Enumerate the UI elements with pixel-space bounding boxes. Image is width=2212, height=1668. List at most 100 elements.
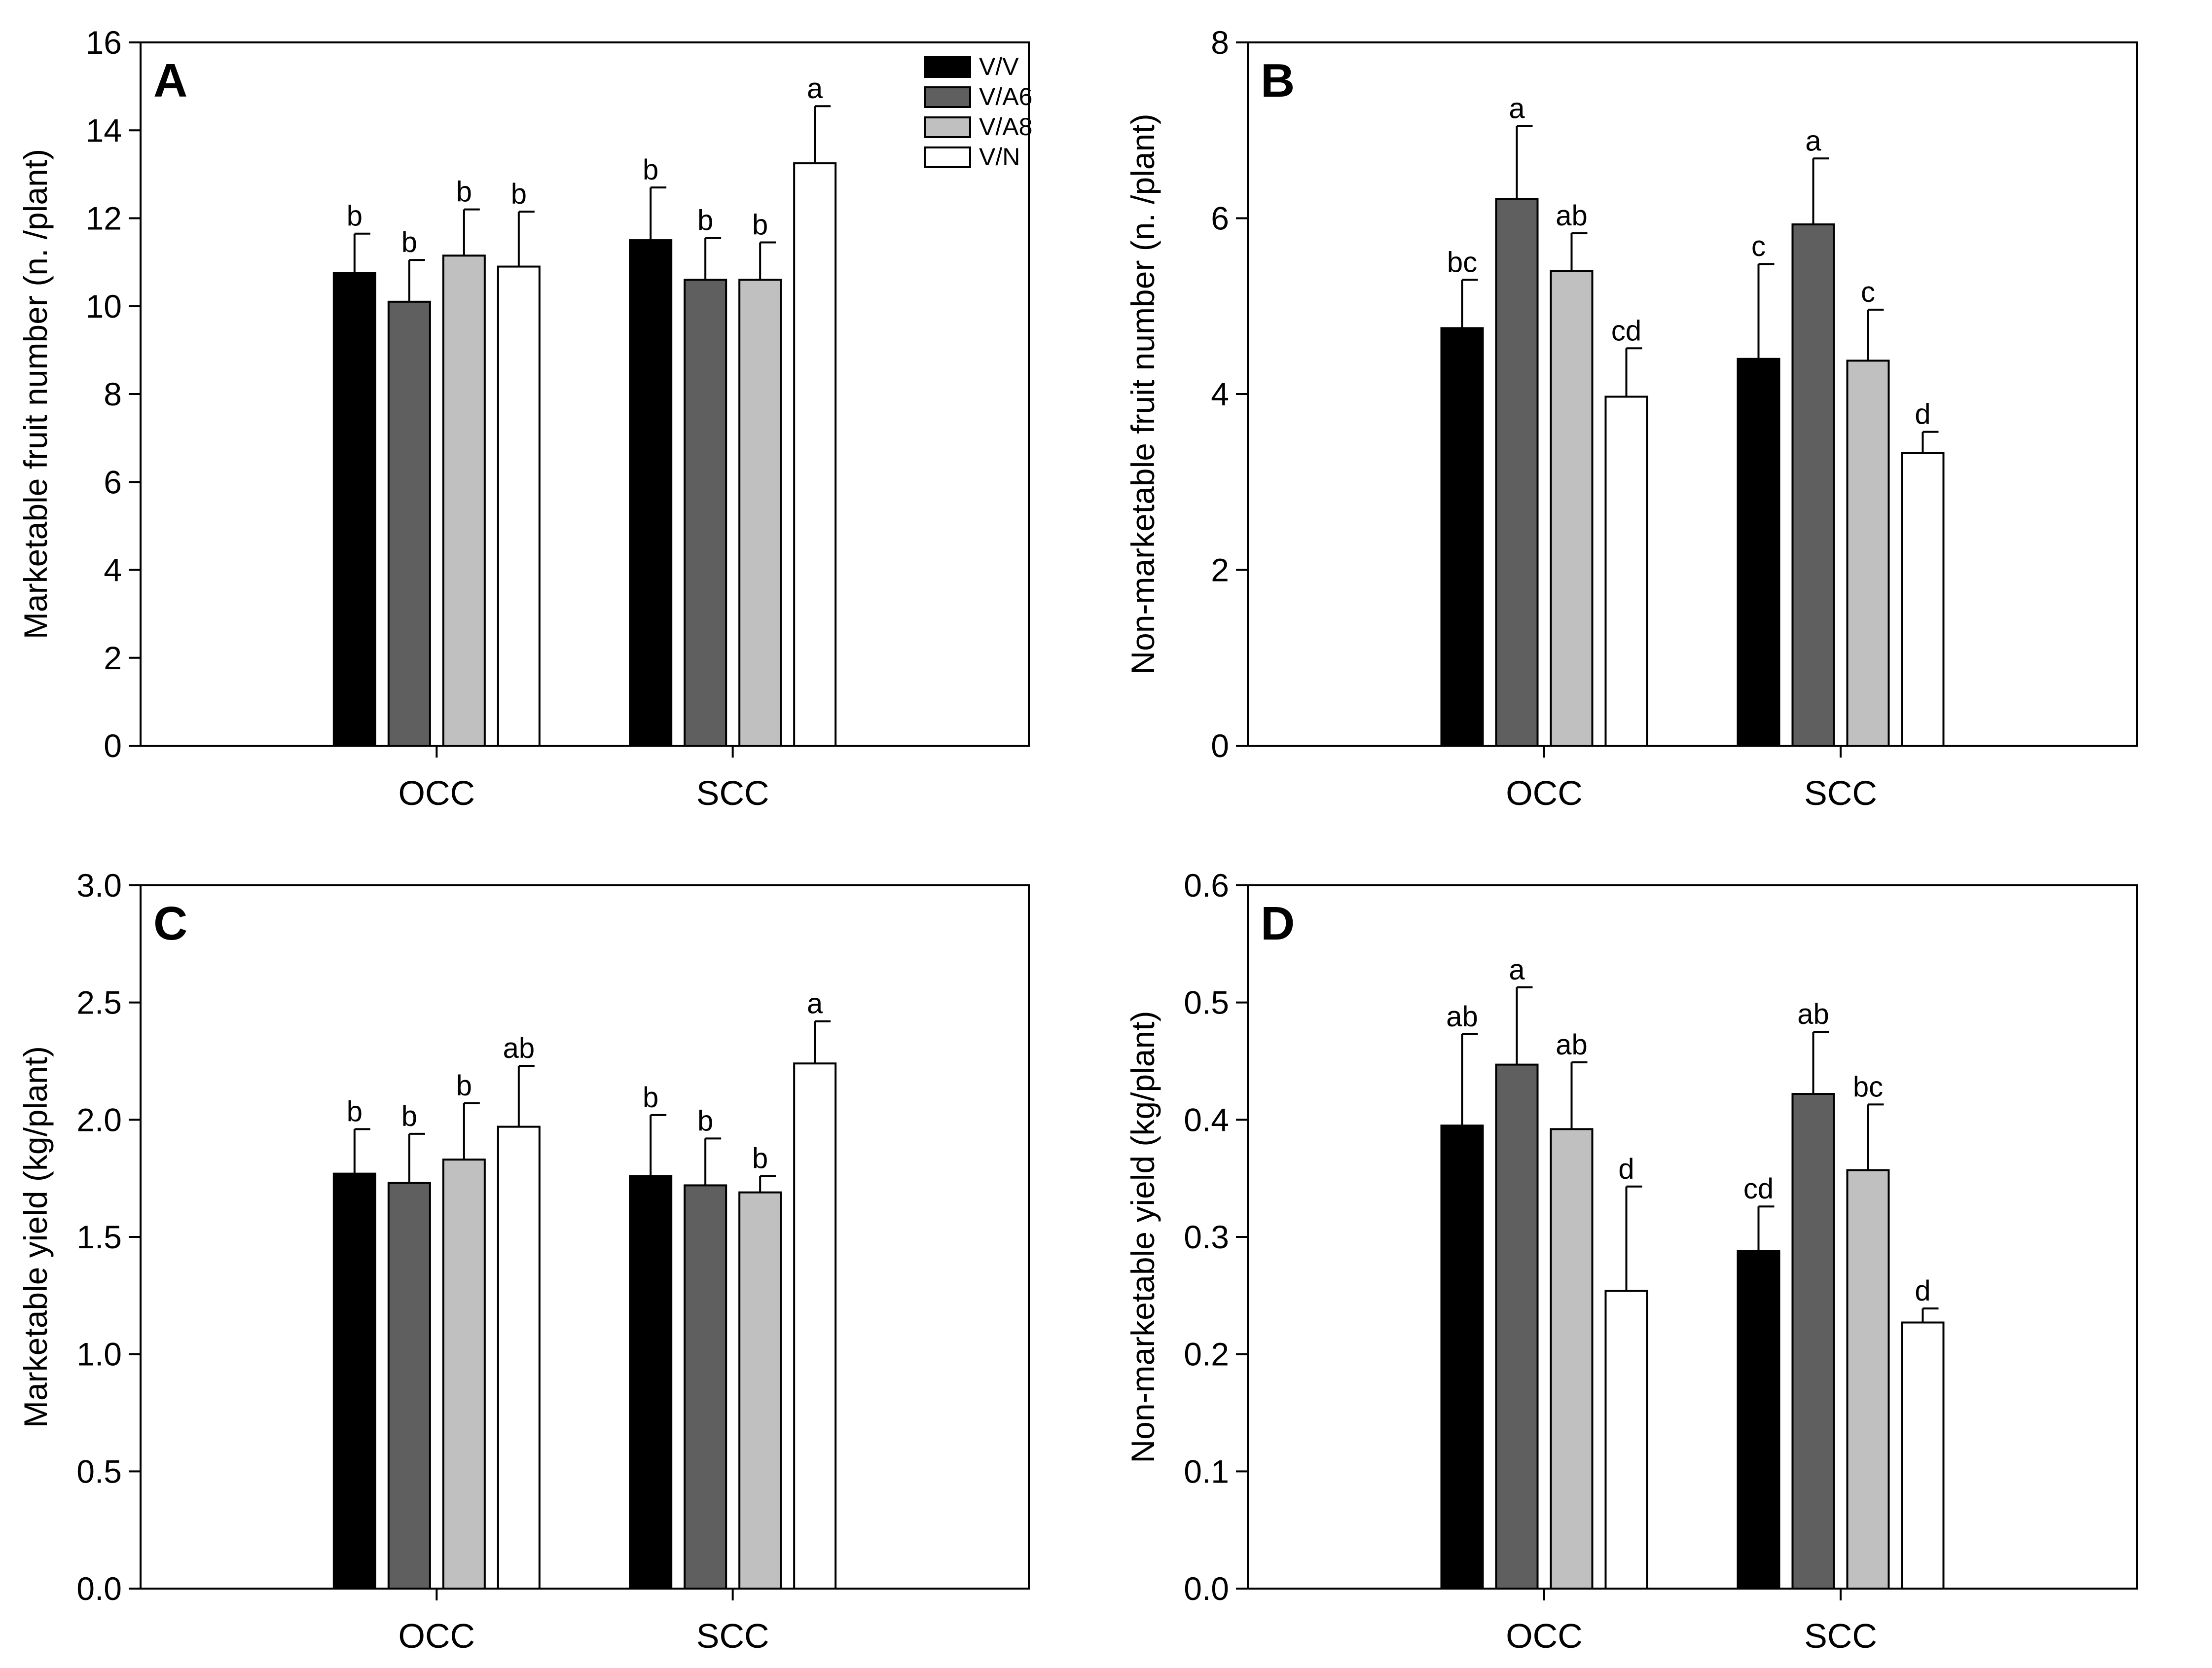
y-tick-label: 2.0 — [76, 1101, 122, 1138]
y-tick-label: 0.1 — [1184, 1453, 1229, 1489]
bar-v-v — [1440, 1124, 1484, 1590]
significance-letter: b — [752, 1142, 768, 1174]
y-axis-label: Marketable fruit number (n. /plant) — [17, 149, 54, 639]
x-category-label: OCC — [1506, 1617, 1583, 1655]
y-tick-label: 14 — [86, 112, 122, 148]
y-tick-label: 1.5 — [76, 1219, 122, 1255]
significance-letter: b — [401, 226, 417, 258]
significance-letter: ab — [1556, 1029, 1588, 1061]
x-category-label: SCC — [1804, 1617, 1877, 1655]
significance-letter: a — [807, 73, 823, 105]
significance-letter: b — [456, 176, 472, 208]
bar-v-a8 — [1550, 270, 1594, 747]
y-axis-label: Non-marketable fruit number (n. /plant) — [1124, 113, 1161, 674]
significance-letter: a — [1509, 954, 1525, 986]
bar-v-a8 — [738, 279, 782, 747]
y-tick-label: 0.0 — [76, 1570, 122, 1607]
x-category-label: OCC — [1506, 774, 1583, 812]
panel-d: 0.0 0.1 0.2 0.3 0.4 0.5 0.6 Non-marketable yiel… — [1124, 867, 2138, 1655]
significance-letter: b — [347, 200, 363, 232]
bar-v-a6 — [1495, 1063, 1539, 1590]
significance-letter: b — [697, 1105, 713, 1137]
bar-v-n — [1604, 396, 1648, 747]
bar-v-n — [793, 1062, 837, 1590]
plot-frame — [1247, 884, 2138, 1590]
bar-v-a8 — [1846, 1169, 1890, 1590]
y-tick-label: 12 — [86, 200, 122, 237]
y-tick-label: 0.4 — [1184, 1101, 1229, 1138]
bar-v-v — [332, 1172, 376, 1590]
significance-letter: d — [1915, 399, 1930, 431]
panel-letter: B — [1261, 54, 1295, 107]
panel-a: 0 2 4 6 8 10 12 14 16 Marketable fruit number (n.… — [17, 24, 1030, 812]
significance-letter: ab — [1797, 998, 1829, 1030]
significance-letter: b — [401, 1100, 417, 1132]
significance-letter: b — [347, 1095, 363, 1127]
significance-letter: a — [807, 988, 823, 1020]
bar-v-n — [1901, 1321, 1945, 1590]
legend-label: V/V — [979, 53, 1019, 80]
significance-letter: bc — [1853, 1071, 1883, 1103]
bar-v-a8 — [1550, 1128, 1594, 1590]
bar-v-v — [629, 239, 673, 747]
legend-swatch-v-a6 — [924, 86, 971, 108]
y-tick-label: 0.5 — [1184, 984, 1229, 1021]
panel-letter: D — [1261, 897, 1295, 950]
y-tick-label: 0.5 — [76, 1453, 122, 1489]
bar-v-a6 — [1495, 198, 1539, 747]
y-tick-label: 0 — [104, 727, 122, 764]
y-tick-label: 0.0 — [1184, 1570, 1229, 1607]
bar-v-a8 — [738, 1191, 782, 1590]
significance-letter: c — [1861, 276, 1875, 308]
legend-label: V/A6 — [979, 83, 1032, 110]
significance-letter: ab — [503, 1032, 535, 1064]
bar-v-n — [1604, 1290, 1648, 1590]
significance-letter: b — [643, 154, 658, 186]
y-tick-label: 6 — [104, 464, 122, 500]
legend-swatch-v-n — [924, 146, 971, 168]
significance-letter: bc — [1447, 246, 1477, 278]
y-tick-label: 2 — [1211, 552, 1229, 588]
bar-v-a6 — [684, 279, 727, 747]
y-tick-label: 8 — [1211, 24, 1229, 61]
bar-v-n — [497, 1125, 541, 1590]
bar-v-n — [1901, 452, 1945, 747]
plot-frame — [1247, 41, 2138, 747]
significance-letter: d — [1618, 1153, 1634, 1185]
significance-letter: b — [456, 1070, 472, 1102]
y-tick-label: 16 — [86, 24, 122, 61]
legend-label: V/N — [979, 143, 1020, 171]
panel-letter: C — [153, 897, 187, 950]
bar-v-v — [1737, 1250, 1780, 1590]
significance-letter: ab — [1556, 200, 1588, 232]
bar-v-v — [1737, 358, 1780, 747]
panel-letter: A — [153, 54, 187, 107]
y-axis-label: Non-marketable yield (kg/plant) — [1124, 1011, 1161, 1463]
y-tick-label: 0 — [1211, 727, 1229, 764]
plot-frame — [140, 41, 1030, 747]
bar-v-v — [332, 272, 376, 747]
bar-v-n — [497, 265, 541, 747]
bar-v-a8 — [442, 1159, 486, 1590]
panel-c: 0.0 0.5 1.0 1.5 2.0 2.5 3.0 Marketable yield (k… — [17, 867, 1030, 1655]
y-tick-label: 0.2 — [1184, 1336, 1229, 1373]
bar-v-a8 — [442, 254, 486, 747]
significance-letter: cd — [1743, 1173, 1774, 1205]
y-axis-label: Marketable yield (kg/plant) — [17, 1046, 54, 1428]
bar-v-v — [1440, 327, 1484, 747]
legend: V/V V/A6 V/A8V/N — [924, 53, 1032, 171]
legend-label: V/A8 — [979, 113, 1032, 141]
significance-letter: b — [697, 205, 713, 237]
y-tick-label: 3.0 — [76, 867, 122, 904]
bar-v-n — [793, 162, 837, 747]
x-category-label: SCC — [696, 774, 769, 812]
y-tick-label: 0.3 — [1184, 1219, 1229, 1255]
y-tick-label: 1.0 — [76, 1336, 122, 1373]
x-category-label: SCC — [1804, 774, 1877, 812]
x-category-label: SCC — [696, 1617, 769, 1655]
significance-letter: b — [643, 1082, 658, 1114]
bar-v-a8 — [1846, 360, 1890, 747]
significance-letter: b — [752, 209, 768, 241]
bar-v-a6 — [387, 300, 431, 747]
